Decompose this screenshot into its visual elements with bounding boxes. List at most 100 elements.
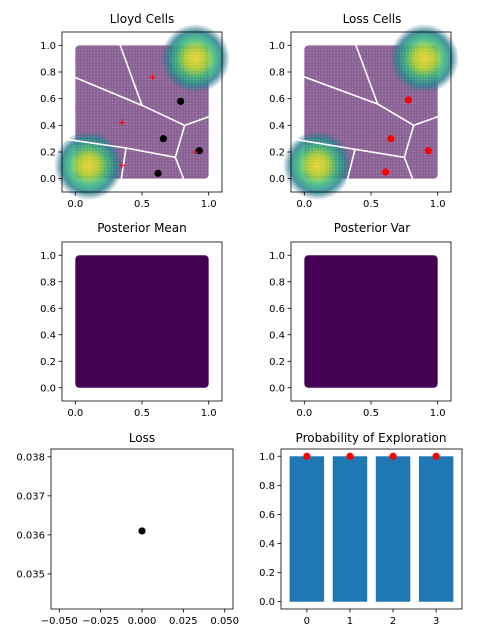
lloyd-point (159, 135, 167, 143)
loss-point (404, 96, 412, 104)
lloyd-cell-edge (174, 157, 190, 192)
loss-point (387, 135, 395, 143)
posterior-var-panel: Posterior Var 0.0 0.5 1.0 0.0 0.2 0.4 0.6 0.8 1.… (269, 221, 452, 419)
posterior_var-ytick-label: 0.4 (269, 330, 285, 341)
loss-cell-edge (350, 32, 379, 105)
loss_scatter-ytick-label: 0.037 (16, 491, 45, 502)
loss-point (424, 147, 432, 155)
loss_scatter-ytick-label: 0.035 (16, 569, 45, 580)
posterior_var-xtick-label: 0.0 (296, 408, 312, 419)
posterior-mean-panel: Posterior Mean 0.0 0.5 1.0 0.0 0.2 0.4 0.6 0.8 1… (40, 221, 223, 419)
exploration-xtick-label: 1 (347, 616, 353, 627)
posterior_var-ytick-label: 0.6 (269, 304, 285, 315)
loss_scatter-ytick-label: 0.036 (16, 530, 45, 541)
posterior_mean-xtick-label: 1.0 (201, 408, 217, 419)
loss-xtick-label: 0.0 (296, 199, 312, 210)
posterior_var-xtick-label: 1.0 (430, 408, 446, 419)
lloyd-ytick-label: 0.0 (40, 174, 56, 185)
exploration-bar (375, 456, 411, 602)
exploration-ytick-label: 0.6 (259, 510, 275, 521)
exploration-bar (289, 456, 325, 602)
loss-cell-edges (291, 32, 451, 192)
exploration-xtick-label: 3 (433, 616, 439, 627)
posterior_mean-ytick-label: 0.8 (40, 277, 56, 288)
loss_scatter-xtick-label: −0.050 (41, 616, 78, 627)
lloyd-xtick-label: 0.0 (67, 199, 83, 210)
posterior_mean-ytick-label: 0.2 (40, 357, 56, 368)
exploration-title: Probability of Exploration (296, 431, 447, 445)
lloyd-centroid-marker (119, 119, 125, 126)
lloyd-cells-title: Lloyd Cells (110, 12, 175, 26)
posterior_mean-ytick-label: 0.0 (40, 383, 56, 394)
loss-ytick-label: 1.0 (269, 41, 285, 52)
lloyd-cell-edge (118, 147, 127, 192)
loss-xtick-label: 0.5 (363, 199, 379, 210)
posterior_mean-field (75, 255, 209, 388)
loss-ytick-label: 0.4 (269, 121, 285, 132)
exploration-marker (346, 452, 354, 460)
exploration-xtick-label: 0 (304, 616, 310, 627)
loss-scatter-title: Loss (129, 431, 155, 445)
exploration-marker (432, 452, 440, 460)
loss-ytick-label: 0.2 (269, 148, 285, 159)
posterior_var-xtick-label: 0.5 (363, 408, 379, 419)
exploration-bar (418, 456, 454, 602)
exploration-ytick-label: 0.0 (259, 597, 275, 608)
exploration-xtick-label: 2 (390, 616, 396, 627)
exploration-ytick-label: 0.2 (259, 568, 275, 579)
exploration-bar (332, 456, 368, 602)
exploration-marker (303, 452, 311, 460)
lloyd-centroid-marker (149, 74, 156, 81)
exploration-marker (389, 452, 397, 460)
loss-ytick-label: 0.0 (269, 174, 285, 185)
loss-scatter-panel: Loss −0.050 −0.025 0.000 0.025 0.050 0.035 0.0… (16, 431, 239, 627)
loss-cell-edge (291, 71, 451, 127)
lloyd-point (195, 147, 203, 155)
loss_scatter-xtick-label: −0.025 (82, 616, 119, 627)
lloyd-xtick-label: 1.0 (201, 199, 217, 210)
loss-point (382, 168, 390, 176)
posterior_var-ytick-label: 1.0 (269, 251, 285, 262)
lloyd-field-grid (75, 45, 209, 179)
lloyd-cell-edge (114, 32, 143, 106)
loss-cells-panel: Loss Cells 0.0 0.5 1.0 0.0 0.2 0.4 0.6 0.8 1.0 (269, 12, 460, 210)
posterior_mean-xtick-label: 0.0 (67, 408, 83, 419)
loss_scatter-xtick-label: 0.025 (169, 616, 198, 627)
lloyd-centroid-marker (119, 162, 125, 169)
lloyd-xtick-label: 0.5 (134, 199, 150, 210)
lloyd-ytick-label: 1.0 (40, 41, 56, 52)
posterior_var-ytick-label: 0.8 (269, 277, 285, 288)
lloyd-ytick-label: 0.6 (40, 94, 56, 105)
posterior_mean-ytick-label: 1.0 (40, 251, 56, 262)
lloyd-ytick-label: 0.4 (40, 121, 56, 132)
loss_scatter-xtick-label: 0.000 (128, 616, 157, 627)
lloyd-cell-edge (62, 125, 186, 159)
loss-xtick-label: 1.0 (430, 199, 446, 210)
exploration-axes-frame (280, 448, 463, 610)
posterior_var-field (304, 255, 438, 388)
loss_scatter-ytick-label: 0.038 (16, 452, 45, 463)
loss_scatter-xtick-label: 0.050 (210, 616, 239, 627)
lloyd-cell-edge (62, 71, 222, 127)
exploration-panel: Probability of Exploration 0 1 2 3 0.0 0.2 0.4… (259, 431, 463, 627)
posterior-mean-title: Posterior Mean (97, 221, 187, 235)
posterior_var-ytick-label: 0.0 (269, 383, 285, 394)
exploration-ytick-label: 1.0 (259, 452, 275, 463)
loss-ytick-label: 0.8 (269, 68, 285, 79)
loss-cell-edge (291, 125, 415, 159)
posterior_var-ytick-label: 0.2 (269, 357, 285, 368)
posterior-var-title: Posterior Var (334, 221, 410, 235)
loss-cell-edge (343, 149, 356, 192)
loss-field-grid (304, 45, 438, 179)
lloyd-point (154, 169, 162, 177)
loss_scatter-point (138, 527, 146, 535)
loss-ytick-label: 0.6 (269, 94, 285, 105)
exploration-ytick-label: 0.8 (259, 481, 275, 492)
loss-cell-edge (403, 157, 419, 192)
posterior_mean-ytick-label: 0.6 (40, 304, 56, 315)
lloyd-cells-panel: Lloyd Cells 0.0 0.5 1.0 0.0 0.2 0.4 0.6 0.8 1.0 (40, 12, 230, 210)
posterior_mean-ytick-label: 0.4 (40, 330, 56, 341)
lloyd-cell-edges (62, 32, 222, 192)
exploration-ytick-label: 0.4 (259, 539, 275, 550)
